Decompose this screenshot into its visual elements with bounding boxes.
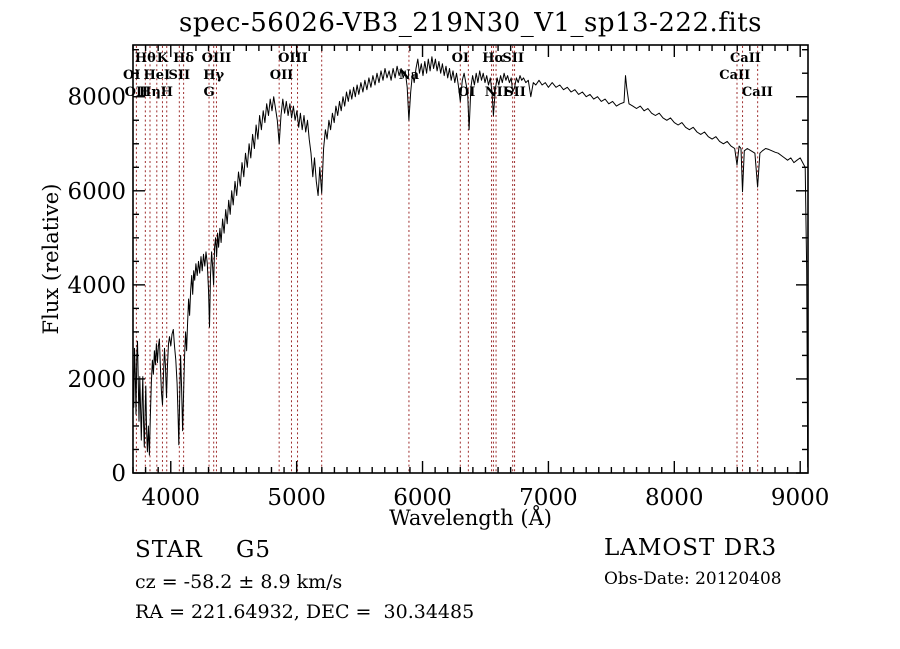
radial-velocity-text: cz = -58.2 ± 8.9 km/s xyxy=(135,571,343,593)
x-tick-label: 6000 xyxy=(393,485,452,511)
spectral-line-label: H xyxy=(161,85,173,100)
spectral-line-label: HeI xyxy=(143,68,170,83)
x-axis-label: Wavelength (Å) xyxy=(389,506,552,530)
spectral-line-label: OI xyxy=(123,68,140,83)
survey-name-text: LAMOST DR3 xyxy=(604,535,778,561)
spectral-line-label: SII xyxy=(504,85,526,100)
spectral-line-label: Hγ xyxy=(203,68,224,83)
spectral-line-label: SII xyxy=(169,68,191,83)
spectral-line-label: OII xyxy=(125,85,149,100)
spectral-line-label: CaII xyxy=(730,51,761,66)
spectral-line-label: Na xyxy=(399,68,420,83)
spectral-line-label: Hα xyxy=(482,51,504,66)
spectral-line-label: K xyxy=(157,51,169,66)
object-class-text: STAR G5 xyxy=(135,537,272,563)
y-tick-label: 8000 xyxy=(67,85,126,111)
x-tick-label: 9000 xyxy=(771,485,830,511)
y-tick-label: 4000 xyxy=(67,273,126,299)
axes-box xyxy=(132,44,809,474)
spectrum-trace xyxy=(132,56,809,468)
spectral-line-label: CaII xyxy=(742,85,773,100)
spectral-line-label: Hδ xyxy=(173,51,194,66)
y-axis-label: Flux (relative) xyxy=(39,183,63,335)
chart-title: spec-56026-VB3_219N30_V1_sp13-222.fits xyxy=(178,8,762,38)
coordinates-text: RA = 221.64932, DEC = 30.34485 xyxy=(135,601,475,623)
y-tick-label: 2000 xyxy=(67,367,126,393)
spectral-line-label: OIII xyxy=(278,51,308,66)
y-tick-label: 0 xyxy=(111,461,126,487)
spectral-line-label: Hη xyxy=(139,85,161,100)
obs-date-text: Obs-Date: 20120408 xyxy=(604,569,782,589)
spectral-line-label: G xyxy=(203,85,214,100)
spectral-line-label: OII xyxy=(270,68,294,83)
spectral-line-label: SII xyxy=(502,51,524,66)
x-tick-label: 4000 xyxy=(141,485,200,511)
spectral-line-label: OI xyxy=(452,51,469,66)
x-tick-label: 8000 xyxy=(645,485,704,511)
spectral-line-label: Hθ xyxy=(135,51,156,66)
spectral-line-label: CaII xyxy=(719,68,750,83)
spectral-line-label: OI xyxy=(458,85,475,100)
x-tick-label: 7000 xyxy=(519,485,578,511)
spectral-line-label: OIII xyxy=(202,51,232,66)
spectral-line-label: NII xyxy=(485,85,509,100)
x-tick-label: 5000 xyxy=(267,485,326,511)
y-tick-label: 6000 xyxy=(67,179,126,205)
